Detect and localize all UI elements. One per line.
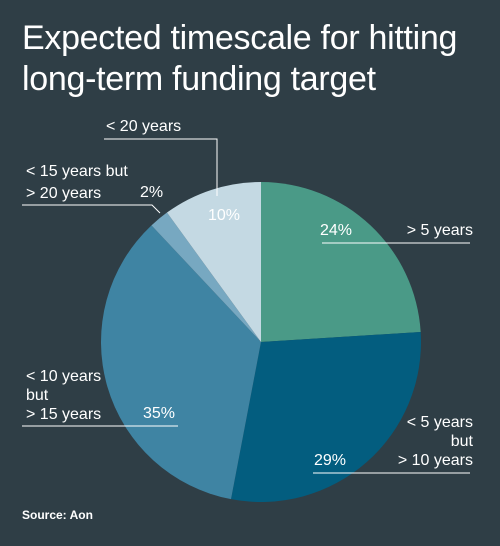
- pie-slice-lt-10-gt-15-years: [100, 225, 261, 500]
- leader-lines: [22, 138, 470, 474]
- slice-label-lt-10-gt-15-years-line-3: > 15 years: [26, 406, 101, 423]
- pie-slices: [100, 182, 421, 503]
- chart-title-line-2: long-term funding target: [22, 60, 376, 98]
- value-label-lt-10-gt-15-years: 35%: [143, 405, 175, 422]
- value-label-lt-20-years: 10%: [208, 207, 240, 224]
- chart-title: Expected timescale for hitting long-term…: [22, 18, 482, 100]
- slice-label-lt-15-gt-20-years-line-2: > 20 years: [26, 185, 101, 202]
- slice-label-lt-20-years: < 20 years: [106, 118, 181, 135]
- slice-label-gt-5-years: > 5 years: [407, 222, 473, 239]
- slice-label-lt-5-gt-10-years-line-1: < 5 years: [407, 414, 473, 431]
- pie-slice-gt-5-years: [261, 182, 421, 342]
- source-note: Source: Aon: [22, 508, 93, 522]
- value-label-gt-5-years: 24%: [320, 222, 352, 239]
- slice-label-lt-10-gt-15-years-line-2: but: [26, 387, 49, 404]
- slice-label-lt-15-gt-20-years-line-1: < 15 years but: [26, 163, 128, 180]
- pie-slice-lt-5-gt-10-years: [231, 331, 421, 503]
- slice-label-lt-5-gt-10-years-line-2: but: [451, 433, 474, 450]
- pie-slice-lt-15-gt-20-years: [151, 212, 261, 342]
- leader-line-lt-20-years: [104, 138, 218, 196]
- slice-labels: > 5 years < 5 years but > 10 years < 10 …: [26, 118, 474, 469]
- slice-label-lt-5-gt-10-years-line-3: > 10 years: [398, 452, 473, 469]
- value-labels: 24% 29% 35% 2% 10%: [140, 184, 352, 469]
- chart-title-line-1: Expected timescale for hitting: [22, 19, 458, 57]
- leader-line-lt-15-gt-20-years: [22, 204, 161, 214]
- slice-label-lt-10-gt-15-years-line-1: < 10 years: [26, 368, 101, 385]
- value-label-lt-5-gt-10-years: 29%: [314, 452, 346, 469]
- value-label-lt-15-gt-20-years: 2%: [140, 184, 163, 201]
- pie-slice-lt-20-years: [166, 182, 261, 342]
